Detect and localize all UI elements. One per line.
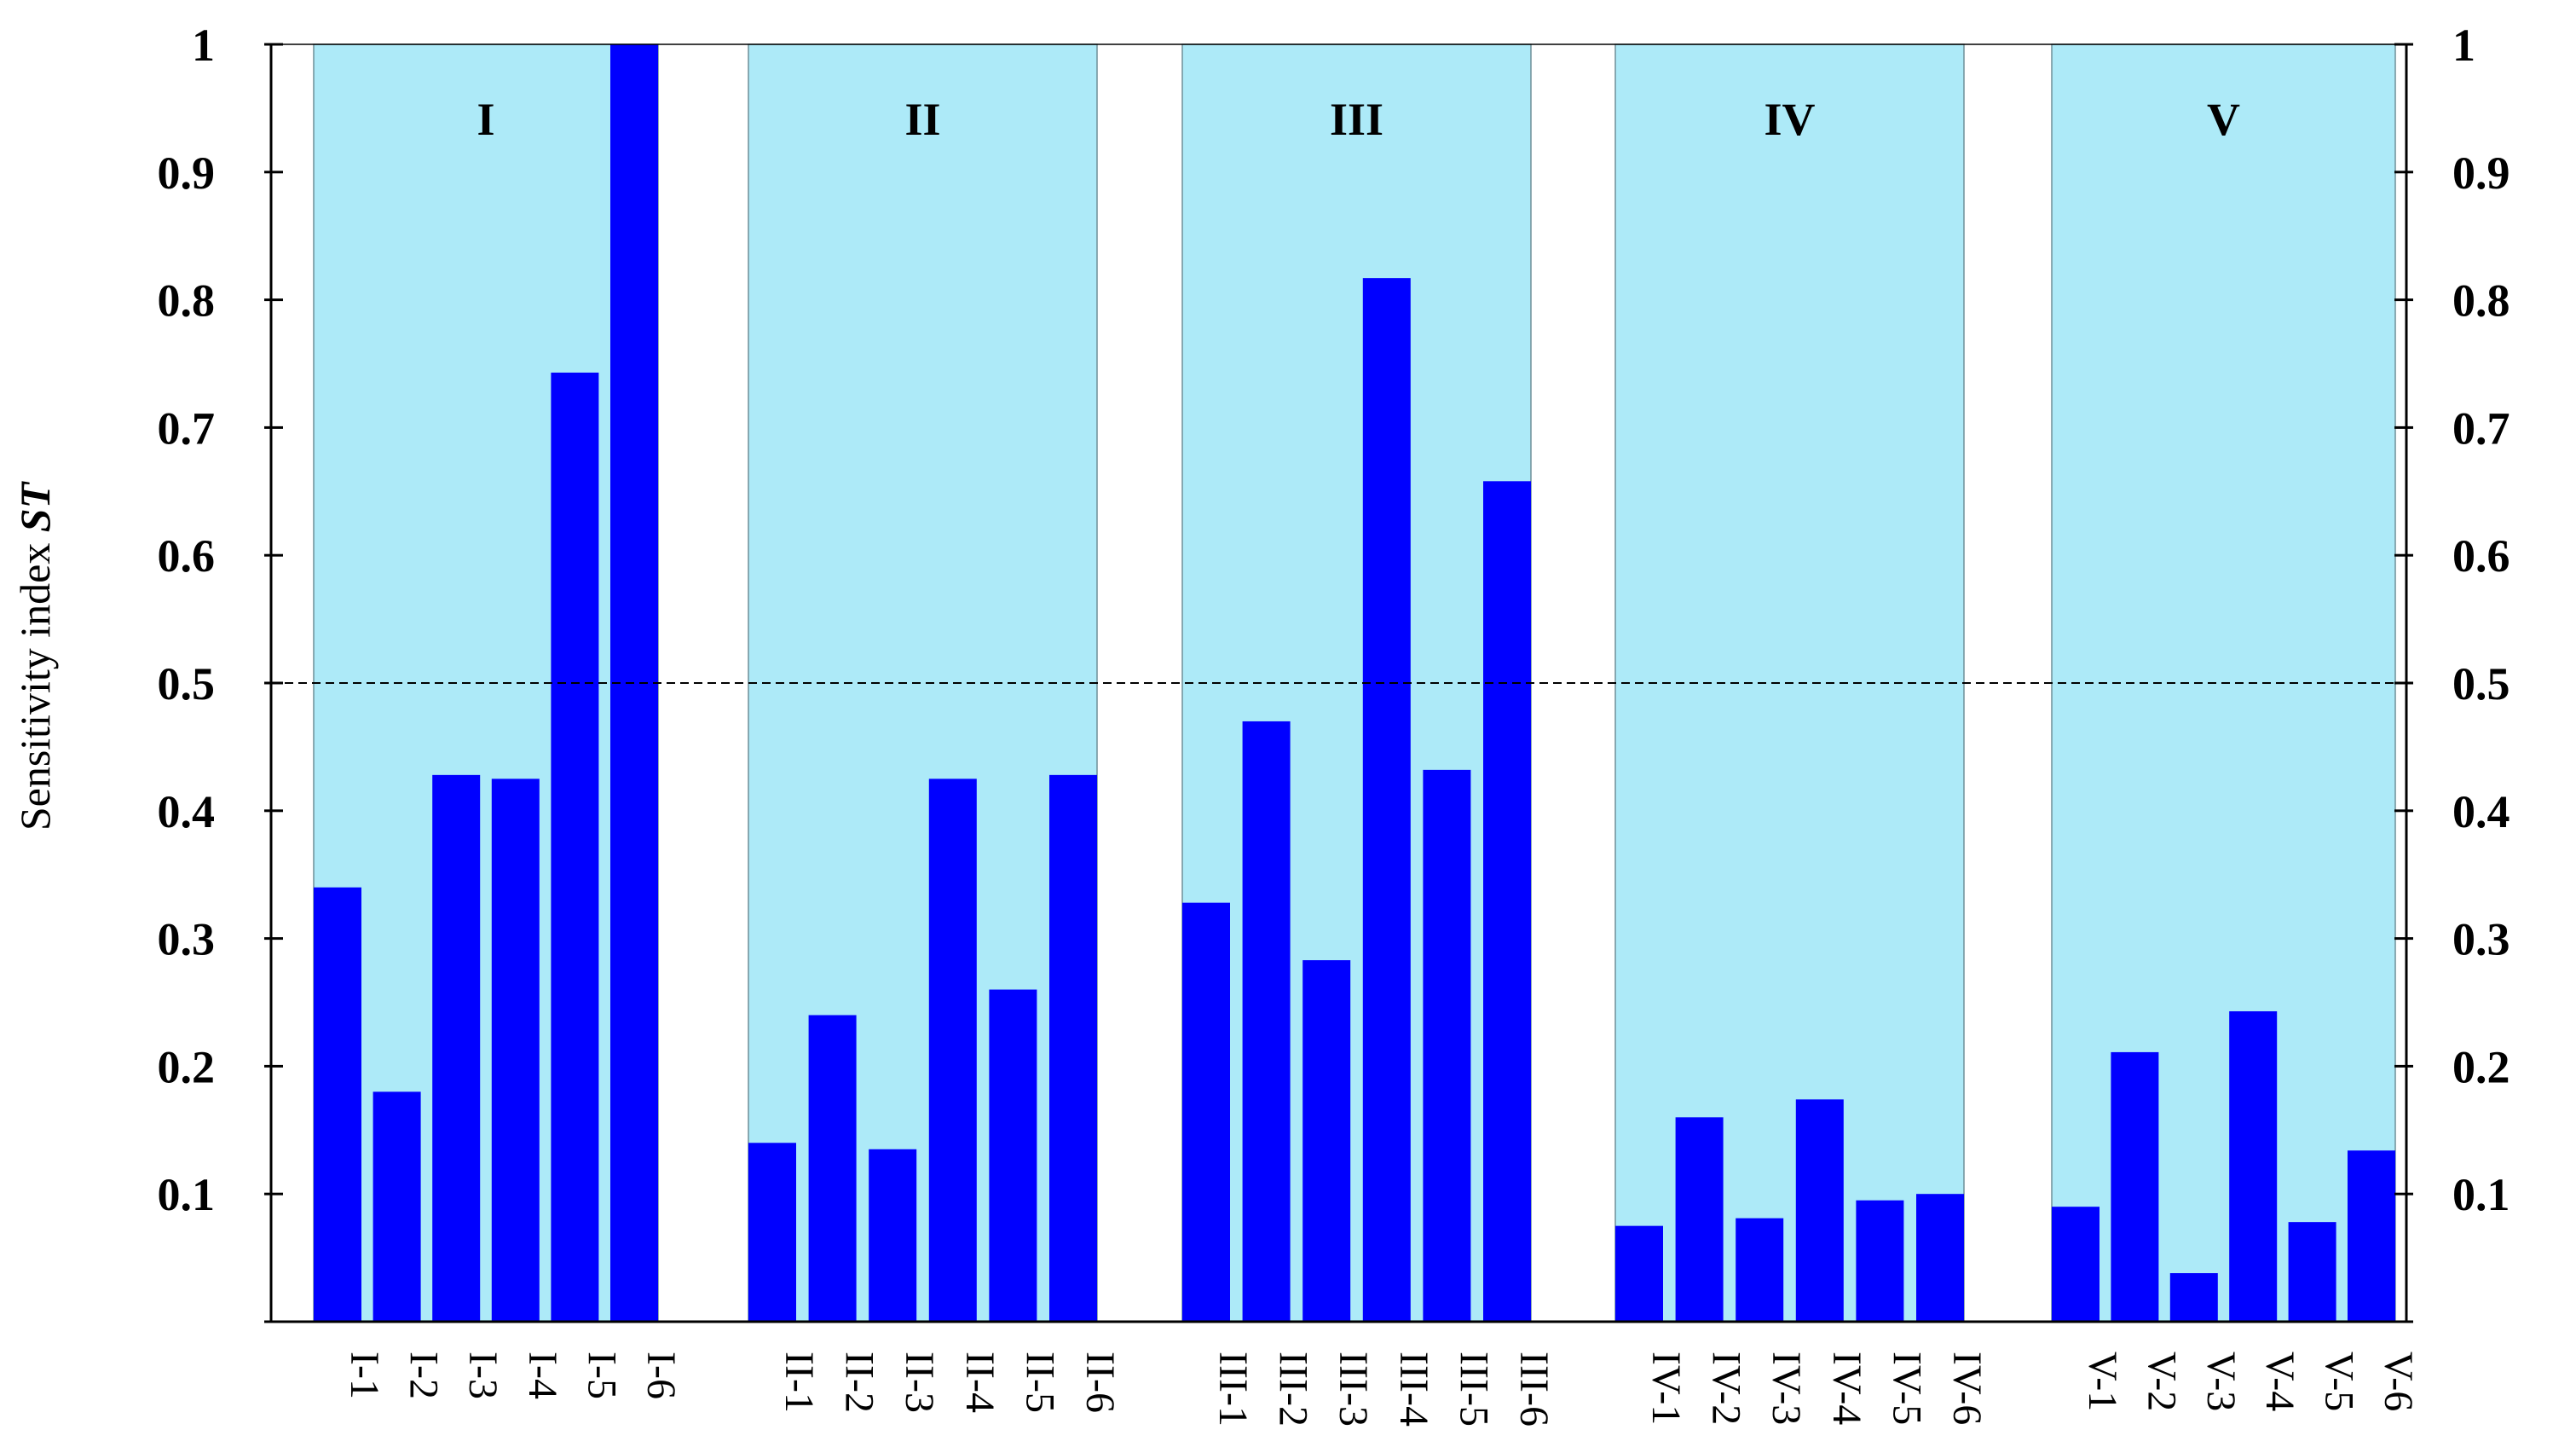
bar-iii-3: [1302, 960, 1351, 1322]
bar-iii-6: [1483, 481, 1531, 1322]
group-labels: I II III IV V: [477, 94, 2240, 145]
category-label-v-6: V-6: [2376, 1352, 2421, 1411]
bar-i-1: [314, 887, 361, 1322]
group-label-v: V: [2207, 94, 2240, 145]
right-axis-ticks: 0.1 0.2 0.3 0.4 0.5 0.6 0.7 0.8 0.9 1: [2394, 20, 2510, 1323]
category-label-iii-3: III-3: [1331, 1352, 1376, 1427]
bar-iii-1: [1182, 902, 1230, 1322]
right-tick-label: 0.4: [2452, 786, 2510, 837]
category-label-ii-6: II-6: [1077, 1352, 1123, 1413]
bar-ii-4: [928, 779, 977, 1322]
bar-v-6: [2348, 1150, 2395, 1322]
group-band-ii: [748, 43, 1098, 1323]
left-tick-label: 1: [192, 20, 215, 71]
bar-iv-2: [1675, 1117, 1724, 1322]
bar-v-5: [2288, 1222, 2336, 1322]
category-label-ii-4: II-4: [957, 1352, 1002, 1413]
left-axis-ticks: 0.1 0.2 0.3 0.4 0.5 0.6 0.7 0.8 0.9 1: [158, 20, 283, 1323]
right-tick-label: 0.8: [2452, 275, 2510, 327]
y-axis-label-emphasis: ST: [11, 480, 59, 532]
category-label-v-4: V-4: [2257, 1352, 2302, 1411]
category-label-iv-5: IV-5: [1884, 1352, 1929, 1425]
left-tick-label: 0.6: [158, 530, 216, 582]
bar-series: [314, 44, 2395, 1323]
left-tick-label: 0.9: [158, 148, 216, 199]
bar-iv-1: [1615, 1225, 1663, 1322]
category-label-i-3: I-3: [460, 1352, 505, 1399]
category-label-v-2: V-2: [2139, 1352, 2184, 1411]
bar-iii-4: [1362, 278, 1411, 1322]
bar-iv-5: [1856, 1200, 1904, 1322]
bar-i-4: [491, 779, 540, 1322]
category-label-v-3: V-3: [2198, 1352, 2244, 1411]
group-label-iv: IV: [1764, 94, 1815, 145]
category-label-v-1: V-1: [2080, 1352, 2125, 1411]
bar-v-3: [2169, 1273, 2218, 1322]
bar-iv-3: [1736, 1218, 1784, 1322]
bar-i-2: [373, 1091, 421, 1322]
group-label-i: I: [477, 94, 494, 145]
right-tick-label: 0.6: [2452, 530, 2510, 582]
category-label-i-5: I-5: [579, 1352, 624, 1399]
bar-i-3: [432, 774, 481, 1322]
right-tick-label: 1: [2452, 20, 2475, 71]
left-tick-label: 0.4: [158, 786, 216, 837]
bar-v-1: [2052, 1207, 2099, 1322]
bar-ii-1: [748, 1143, 796, 1322]
category-label-iii-6: III-6: [1511, 1352, 1557, 1427]
category-label-v-5: V-5: [2317, 1352, 2362, 1411]
bar-i-5: [551, 372, 599, 1323]
category-label-i-1: I-1: [342, 1352, 387, 1399]
left-tick-label: 0.1: [158, 1169, 216, 1220]
right-tick-label: 0.7: [2452, 402, 2510, 454]
y-axis-label-text: Sensitivity index: [11, 532, 59, 831]
category-label-ii-3: II-3: [897, 1352, 942, 1413]
left-tick-label: 0.5: [158, 658, 216, 709]
left-tick-label: 0.8: [158, 275, 216, 327]
category-label-i-6: I-6: [638, 1352, 684, 1399]
bar-v-4: [2229, 1010, 2278, 1322]
group-label-ii: II: [904, 94, 940, 145]
category-label-iv-1: IV-1: [1643, 1352, 1689, 1425]
left-tick-label: 0.2: [158, 1041, 216, 1092]
bar-ii-3: [869, 1149, 917, 1322]
category-label-ii-5: II-5: [1017, 1352, 1062, 1413]
category-label-i-4: I-4: [520, 1352, 565, 1399]
category-label-iv-6: IV-6: [1944, 1352, 1990, 1425]
y-axis-label: Sensitivity index ST: [11, 480, 59, 831]
left-tick-label: 0.7: [158, 402, 216, 454]
bar-ii-6: [1049, 774, 1097, 1322]
right-tick-label: 0.2: [2452, 1041, 2510, 1092]
category-label-iii-1: III-1: [1210, 1352, 1256, 1427]
bar-ii-5: [989, 989, 1037, 1322]
category-label-iv-2: IV-2: [1704, 1352, 1749, 1425]
right-tick-label: 0.3: [2452, 914, 2510, 965]
bar-ii-2: [808, 1015, 857, 1322]
category-label-iv-4: IV-4: [1824, 1352, 1869, 1425]
bar-iii-5: [1423, 769, 1471, 1322]
category-label-iv-3: IV-3: [1764, 1352, 1809, 1425]
category-label-ii-1: II-1: [777, 1352, 822, 1413]
bar-iii-2: [1242, 721, 1291, 1322]
category-label-ii-2: II-2: [837, 1352, 882, 1413]
category-label-iii-5: III-5: [1451, 1352, 1496, 1427]
category-label-i-2: I-2: [401, 1352, 447, 1399]
category-label-iii-2: III-2: [1271, 1352, 1316, 1427]
bar-iv-4: [1795, 1099, 1844, 1322]
right-tick-label: 0.1: [2452, 1169, 2510, 1220]
category-label-iii-4: III-4: [1391, 1352, 1436, 1427]
right-tick-label: 0.9: [2452, 148, 2510, 199]
category-labels: I-1 I-2 I-3 I-4 I-5 I-6 II-1 II-2 II-3 II-4 II-5 II…: [342, 1352, 2421, 1427]
bar-v-2: [2111, 1051, 2159, 1322]
right-tick-label: 0.5: [2452, 658, 2510, 709]
group-label-iii: III: [1330, 94, 1383, 145]
bar-iv-6: [1916, 1194, 1964, 1322]
left-tick-label: 0.3: [158, 914, 216, 965]
